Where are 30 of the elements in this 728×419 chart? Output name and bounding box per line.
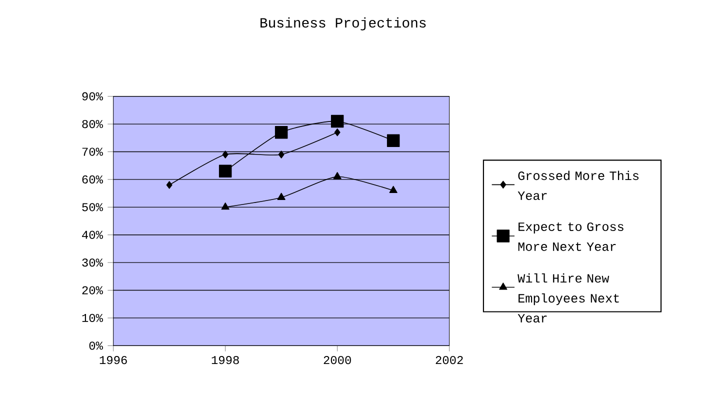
y-tick-label: 20% (82, 286, 103, 294)
legend-label: Will Hire New Employees Next Year (518, 273, 619, 323)
y-tick-label: 0% (89, 342, 103, 350)
x-tick-label: 1996 (100, 356, 127, 364)
y-tick-label: 50% (82, 203, 103, 212)
y-tick-label: 10% (82, 314, 103, 322)
point (330, 114, 344, 128)
y-tick-label: 70% (82, 148, 103, 156)
x-tick-label: 1998 (212, 356, 239, 364)
point (222, 150, 228, 158)
point (333, 172, 342, 180)
chart-title: Business Projections (260, 17, 426, 30)
y-tick-label: 30% (82, 258, 103, 267)
x-tick-label: 2000 (324, 356, 351, 364)
legend-label: Grossed More This Year (518, 170, 639, 200)
point (274, 126, 288, 139)
point (221, 202, 230, 210)
y-tick-label: 40% (82, 230, 103, 239)
point (278, 150, 284, 158)
point (386, 134, 400, 148)
y-tick-label: 80% (82, 120, 103, 128)
y-tick-label: 90% (82, 92, 103, 100)
point (218, 164, 232, 178)
point (166, 181, 172, 189)
legend-label: Expect to Gross More Next Year (518, 222, 624, 251)
point (334, 128, 340, 136)
x-tick-label: 2002 (436, 356, 463, 364)
y-tick-label: 60% (82, 175, 103, 184)
point (389, 186, 398, 194)
point (277, 192, 286, 200)
